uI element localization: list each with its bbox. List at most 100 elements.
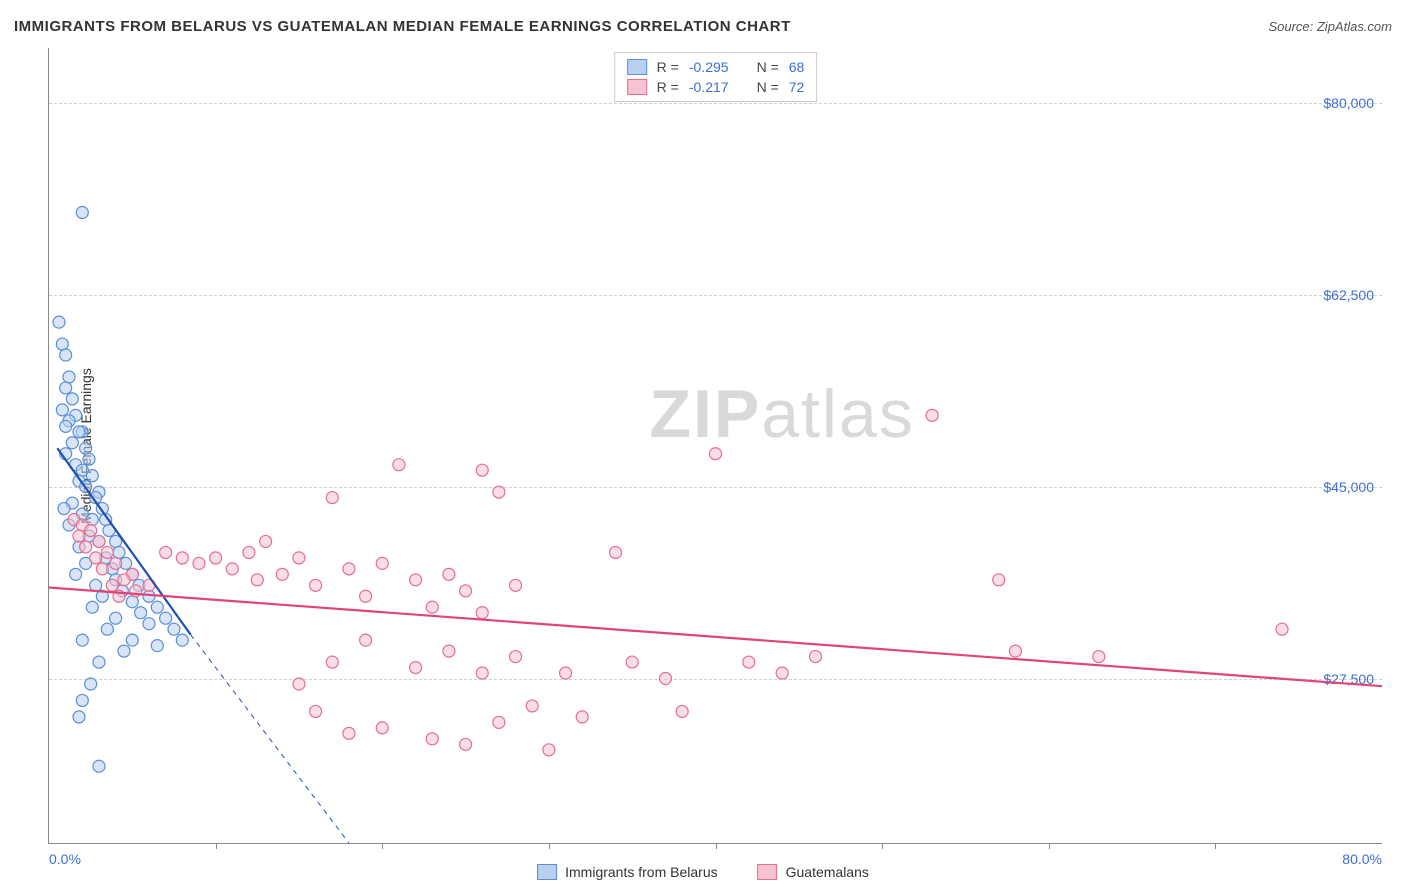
data-point xyxy=(76,694,88,706)
data-point xyxy=(526,700,538,712)
data-point xyxy=(426,733,438,745)
legend-row-belarus: R = -0.295 N = 68 xyxy=(627,57,805,77)
data-point xyxy=(85,524,97,536)
source-name: ZipAtlas.com xyxy=(1317,19,1392,34)
scatter-svg xyxy=(49,48,1382,843)
data-point xyxy=(326,492,338,504)
source-attribution: Source: ZipAtlas.com xyxy=(1268,19,1392,34)
x-tick xyxy=(382,843,383,849)
data-point xyxy=(176,634,188,646)
data-point xyxy=(710,448,722,460)
n-value-belarus: 68 xyxy=(789,59,805,75)
data-point xyxy=(63,371,75,383)
data-point xyxy=(86,601,98,613)
data-point xyxy=(160,612,172,624)
data-point xyxy=(310,579,322,591)
legend-item-guatemalan: Guatemalans xyxy=(758,864,869,880)
swatch-guatemalan-icon xyxy=(758,864,778,880)
data-point xyxy=(426,601,438,613)
data-point xyxy=(110,612,122,624)
data-point xyxy=(443,645,455,657)
data-point xyxy=(118,645,130,657)
data-point xyxy=(310,705,322,717)
r-label: R = xyxy=(657,59,679,75)
data-point xyxy=(101,546,113,558)
data-point xyxy=(293,678,305,690)
data-point xyxy=(86,470,98,482)
data-point xyxy=(243,546,255,558)
correlation-legend: R = -0.295 N = 68 R = -0.217 N = 72 xyxy=(614,52,818,102)
data-point xyxy=(360,634,372,646)
data-point xyxy=(60,420,72,432)
data-point xyxy=(83,453,95,465)
data-point xyxy=(93,760,105,772)
data-point xyxy=(113,546,125,558)
data-point xyxy=(106,579,118,591)
data-point xyxy=(809,651,821,663)
data-point xyxy=(293,552,305,564)
legend-item-belarus: Immigrants from Belarus xyxy=(537,864,717,880)
data-point xyxy=(510,651,522,663)
data-point xyxy=(376,722,388,734)
trend-line xyxy=(49,588,1382,687)
data-point xyxy=(443,568,455,580)
data-point xyxy=(260,535,272,547)
data-point xyxy=(66,393,78,405)
data-point xyxy=(160,546,172,558)
data-point xyxy=(73,426,85,438)
data-point xyxy=(410,662,422,674)
x-axis-max-label: 80.0% xyxy=(1342,851,1382,867)
data-point xyxy=(76,634,88,646)
data-point xyxy=(476,667,488,679)
data-point xyxy=(60,382,72,394)
data-point xyxy=(610,546,622,558)
r-value-guatemalan: -0.217 xyxy=(689,79,729,95)
data-point xyxy=(151,601,163,613)
data-point xyxy=(476,464,488,476)
x-tick xyxy=(1215,843,1216,849)
data-point xyxy=(93,656,105,668)
data-point xyxy=(101,623,113,635)
data-point xyxy=(326,656,338,668)
legend-label-guatemalan: Guatemalans xyxy=(786,864,869,880)
x-tick xyxy=(1049,843,1050,849)
data-point xyxy=(576,711,588,723)
data-point xyxy=(660,673,672,685)
data-point xyxy=(143,618,155,630)
data-point xyxy=(410,574,422,586)
r-label: R = xyxy=(657,79,679,95)
x-tick xyxy=(216,843,217,849)
trend-line-extrapolated xyxy=(191,635,349,843)
data-point xyxy=(80,442,92,454)
data-point xyxy=(93,535,105,547)
data-point xyxy=(176,552,188,564)
data-point xyxy=(126,596,138,608)
n-value-guatemalan: 72 xyxy=(789,79,805,95)
r-value-belarus: -0.295 xyxy=(689,59,729,75)
data-point xyxy=(151,640,163,652)
data-point xyxy=(110,557,122,569)
data-point xyxy=(1009,645,1021,657)
x-tick xyxy=(882,843,883,849)
data-point xyxy=(210,552,222,564)
data-point xyxy=(460,738,472,750)
data-point xyxy=(126,634,138,646)
x-tick xyxy=(716,843,717,849)
data-point xyxy=(96,563,108,575)
source-prefix: Source: xyxy=(1268,19,1316,34)
data-point xyxy=(90,579,102,591)
data-point xyxy=(543,744,555,756)
data-point xyxy=(276,568,288,580)
data-point xyxy=(993,574,1005,586)
data-point xyxy=(743,656,755,668)
data-point xyxy=(343,727,355,739)
data-point xyxy=(776,667,788,679)
data-point xyxy=(56,338,68,350)
x-tick xyxy=(549,843,550,849)
data-point xyxy=(360,590,372,602)
data-point xyxy=(343,563,355,575)
data-point xyxy=(476,607,488,619)
data-point xyxy=(676,705,688,717)
data-point xyxy=(66,437,78,449)
n-label: N = xyxy=(757,79,779,95)
